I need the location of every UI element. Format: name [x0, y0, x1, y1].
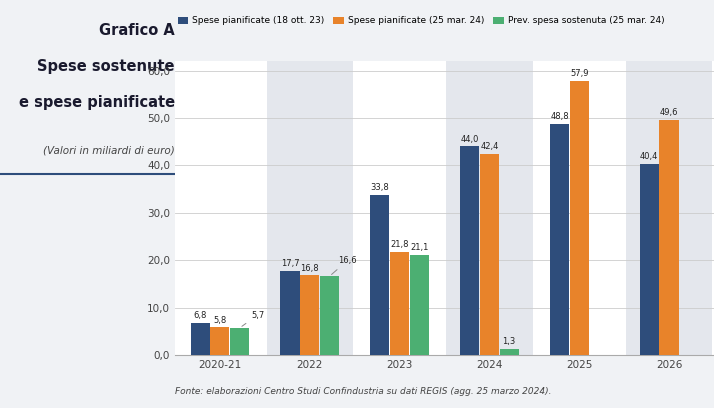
- Bar: [320, 276, 339, 355]
- Bar: [370, 195, 389, 355]
- Text: 40,4: 40,4: [640, 152, 658, 161]
- Text: 49,6: 49,6: [660, 108, 678, 117]
- Bar: [300, 275, 319, 355]
- Text: 44,0: 44,0: [461, 135, 479, 144]
- Bar: [446, 61, 533, 355]
- Text: 5,8: 5,8: [213, 316, 226, 325]
- Legend: Spese pianificate (18 ott. 23), Spese pianificate (25 mar. 24), Prev. spesa sost: Spese pianificate (18 ott. 23), Spese pi…: [174, 13, 668, 29]
- Text: Grafico A: Grafico A: [99, 23, 175, 38]
- Bar: [281, 271, 299, 355]
- Text: 42,4: 42,4: [481, 142, 498, 151]
- Text: e spese pianificate: e spese pianificate: [19, 95, 175, 110]
- Text: 16,6: 16,6: [331, 256, 357, 275]
- Bar: [210, 328, 229, 355]
- Bar: [480, 154, 499, 355]
- Bar: [191, 323, 210, 355]
- Bar: [640, 164, 659, 355]
- Text: Fonte: elaborazioni Centro Studi Confindustria su dati REGIS (agg. 25 marzo 2024: Fonte: elaborazioni Centro Studi Confind…: [175, 387, 551, 396]
- Bar: [550, 124, 569, 355]
- Text: (Valori in miliardi di euro): (Valori in miliardi di euro): [43, 145, 175, 155]
- Text: 6,8: 6,8: [193, 311, 207, 320]
- Text: 16,8: 16,8: [301, 264, 319, 273]
- Bar: [390, 252, 409, 355]
- Text: 5,7: 5,7: [242, 310, 264, 326]
- Text: 1,3: 1,3: [503, 337, 516, 346]
- Text: 21,1: 21,1: [410, 243, 428, 252]
- Text: Spese sostenute: Spese sostenute: [37, 59, 175, 74]
- Bar: [266, 61, 353, 355]
- Bar: [500, 349, 519, 355]
- Bar: [230, 328, 249, 355]
- Bar: [460, 146, 479, 355]
- Text: 21,8: 21,8: [391, 240, 409, 249]
- Bar: [570, 81, 589, 355]
- Text: 17,7: 17,7: [281, 259, 299, 268]
- Bar: [410, 255, 429, 355]
- Text: 33,8: 33,8: [371, 183, 389, 192]
- Bar: [626, 61, 712, 355]
- Text: 57,9: 57,9: [570, 69, 588, 78]
- Bar: [660, 120, 679, 355]
- Text: 48,8: 48,8: [550, 112, 569, 121]
